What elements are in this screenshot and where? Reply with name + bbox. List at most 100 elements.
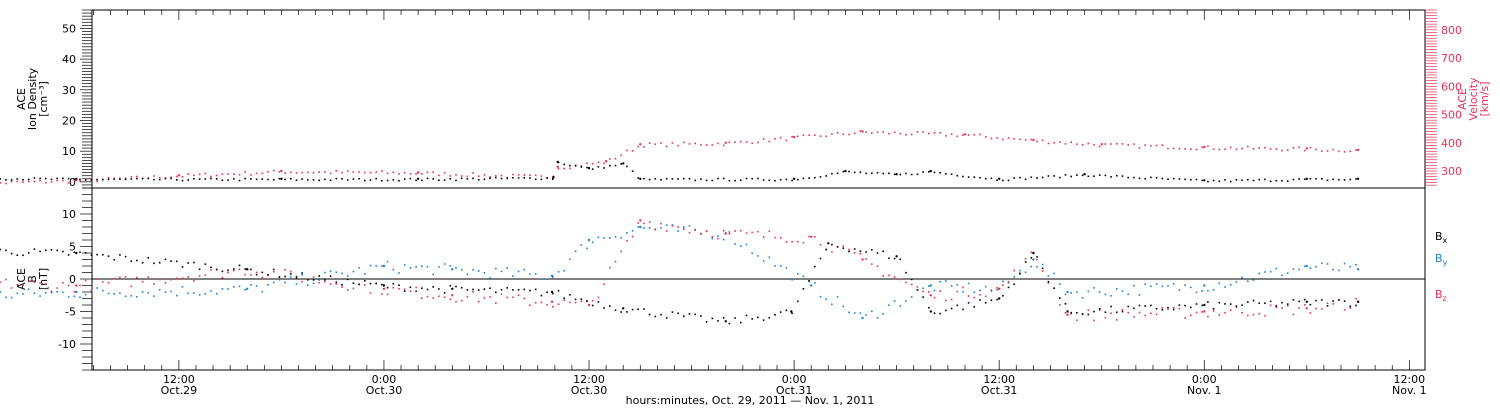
bx-series-point	[1144, 305, 1146, 307]
velocity-series-point	[1041, 139, 1044, 142]
top-right-tick-label: 300	[1441, 165, 1462, 178]
velocity-series-point	[745, 141, 748, 143]
density-series-point	[426, 177, 429, 180]
bz-series-point	[671, 225, 674, 227]
by-series-point	[1252, 279, 1255, 281]
bx-series-point	[1315, 299, 1317, 302]
density-series-point	[1355, 178, 1357, 180]
bx-series-point	[438, 288, 440, 290]
bz-series-point	[779, 237, 782, 239]
bx-series	[0, 242, 1360, 325]
density-series-anchor	[1083, 173, 1086, 176]
bz-series-point	[489, 296, 491, 298]
velocity-series-point	[341, 171, 343, 174]
density-series-point	[609, 164, 611, 167]
density-series-point	[164, 177, 167, 180]
density-series-point	[802, 177, 805, 180]
density-series-point	[221, 179, 224, 182]
bx-series-point	[1138, 304, 1141, 307]
bz-series-point	[888, 274, 890, 277]
velocity-series-point	[250, 174, 252, 176]
bx-series-point	[62, 250, 64, 253]
bx-series-point	[5, 249, 7, 252]
density-series-point	[500, 177, 503, 180]
density-series-point	[1178, 178, 1181, 180]
bz-series-point	[1355, 297, 1357, 300]
bz-series-anchor	[451, 294, 454, 297]
density-series-point	[1315, 177, 1317, 180]
bx-series-point	[1184, 304, 1186, 307]
density-series-point	[910, 173, 913, 176]
bx-series-point	[910, 278, 913, 281]
bx-series-point	[272, 268, 275, 271]
density-series-point	[740, 179, 742, 181]
density-series-point	[1184, 178, 1186, 181]
velocity-series-point	[1116, 143, 1118, 145]
density-series-point	[1343, 179, 1346, 181]
velocity-series-point	[477, 175, 480, 177]
by-series-point	[432, 273, 434, 276]
velocity-series-point	[1207, 145, 1209, 147]
density-series-point	[495, 176, 497, 179]
by-series-point	[1338, 269, 1340, 272]
velocity-series-point	[791, 135, 793, 138]
velocity-series-point	[1110, 143, 1112, 145]
density-series-point	[170, 177, 172, 180]
density-series-point	[1172, 177, 1175, 180]
density-series-point	[734, 179, 736, 182]
by-series-point	[1155, 283, 1158, 285]
bottom-left-tick-label: -5	[65, 306, 76, 319]
bz-series-point	[717, 237, 719, 240]
x-tick-date-label: Oct.31	[981, 384, 1018, 397]
density-series-point	[1303, 178, 1306, 181]
density-series-point	[1036, 177, 1038, 179]
velocity-series-anchor	[639, 143, 642, 146]
bx-series-point	[1053, 287, 1055, 289]
velocity-series-point	[1030, 138, 1033, 141]
density-series-point	[882, 172, 884, 175]
bx-series-point	[802, 288, 805, 290]
density-series-point	[455, 179, 457, 182]
bz-series-point	[495, 302, 497, 304]
bz-series-point	[1178, 307, 1181, 310]
density-series-point	[22, 179, 24, 181]
velocity-series-point	[1338, 150, 1340, 153]
density-series-point	[586, 166, 588, 169]
density-series-point	[671, 178, 674, 180]
density-series-point	[375, 177, 377, 180]
bx-series-point	[136, 259, 138, 262]
bx-series-point	[836, 246, 839, 248]
by-series-point	[1138, 294, 1141, 296]
by-series-point	[1224, 286, 1226, 288]
bx-series-point	[950, 307, 953, 310]
density-series-point	[312, 179, 315, 181]
bx-series-anchor	[790, 310, 793, 313]
density-series-point	[1155, 176, 1158, 179]
density-series-point	[1041, 176, 1044, 179]
bz-series-point	[1343, 309, 1346, 311]
density-series-point	[1332, 178, 1334, 181]
bz-series-point	[1104, 316, 1107, 319]
bx-series-point	[603, 307, 605, 309]
density-series-point	[193, 177, 195, 180]
bz-series-point	[722, 229, 725, 232]
density-series-point	[210, 177, 212, 180]
by-series-point	[67, 296, 70, 298]
bx-series-point	[0, 248, 1, 251]
bx-series-point	[973, 306, 976, 308]
bz-series-point	[768, 230, 771, 232]
bx-series-point	[1229, 303, 1232, 305]
x-tick-date-label: Nov. 1	[1187, 384, 1222, 397]
density-series-point	[853, 171, 856, 174]
velocity-series-point	[335, 170, 338, 172]
velocity-series-anchor	[1203, 145, 1206, 149]
bz-series-point	[460, 299, 463, 302]
bx-series-point	[84, 252, 87, 254]
velocity-series-point	[871, 132, 873, 134]
by-series-point	[637, 226, 639, 228]
bx-series-point	[984, 302, 987, 304]
by-series-point	[1303, 265, 1306, 268]
top-left-axis-title-line: ACE	[15, 88, 28, 110]
velocity-series-point	[1007, 137, 1010, 139]
